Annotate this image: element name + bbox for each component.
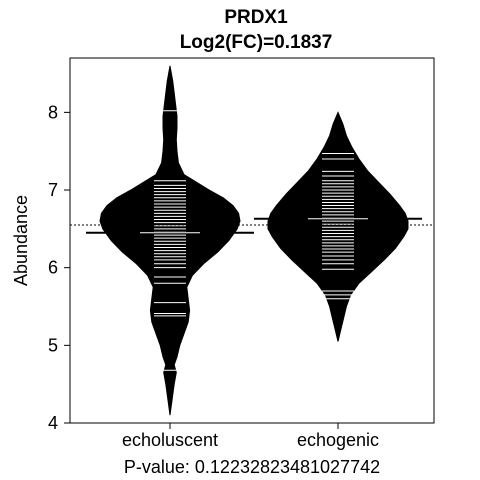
y-axis-label: Abundance [11, 195, 31, 286]
plot-frame [69, 57, 435, 424]
bean-layer [86, 65, 422, 416]
y-tick-label: 5 [48, 335, 58, 355]
y-axis: 4 5 6 7 8 [48, 102, 70, 433]
x-tick-label: echogenic [297, 430, 379, 450]
x-tick-label: echoluscent [122, 430, 218, 450]
bean-echogenic [254, 111, 422, 342]
y-tick-label: 6 [48, 258, 58, 278]
x-axis-label: P-value: 0.12232823481027742 [124, 457, 380, 477]
y-tick-label: 7 [48, 180, 58, 200]
chart-title: PRDX1 [224, 7, 288, 28]
x-axis [169, 423, 339, 429]
y-tick-label: 4 [48, 413, 58, 433]
y-tick-label: 8 [48, 102, 58, 122]
bean-echoluscent [86, 65, 254, 416]
bean-density-shape [99, 65, 241, 416]
chart-subtitle: Log2(FC)=0.1837 [180, 32, 333, 53]
